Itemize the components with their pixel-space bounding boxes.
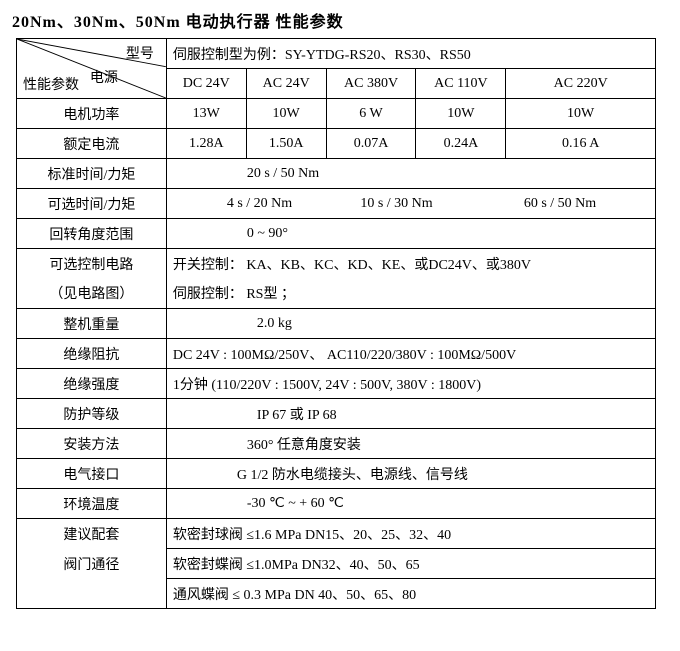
insulation-strength-value: 1分钟 (110/220V : 1500V, 24V : 500V, 380V … xyxy=(166,369,655,399)
row-install: 安装方法 360° 任意角度安装 xyxy=(17,429,656,459)
control-circuit-line2: 伺服控制： RS型 ； xyxy=(166,279,655,309)
row-valve-1: 建议配套 软密封球阀 ≤1.6 MPa DN15、20、25、32、40 xyxy=(17,519,656,549)
motor-power-1: 10W xyxy=(246,99,326,129)
opt-tt-2: 60 s / 50 Nm xyxy=(524,196,596,212)
rated-current-3: 0.24A xyxy=(416,129,506,159)
opt-tt-1: 10 s / 30 Nm xyxy=(360,196,520,212)
row-motor-power: 电机功率 13W 10W 6 W 10W 10W xyxy=(17,99,656,129)
col-dc24v: DC 24V xyxy=(166,69,246,99)
page-title: 20Nm、30Nm、50Nm 电动执行器 性能参数 xyxy=(12,8,668,32)
valve-line2: 软密封蝶阀 ≤1.0MPa DN32、40、50、65 xyxy=(166,549,655,579)
row-protection: 防护等级 IP 67 或 IP 68 xyxy=(17,399,656,429)
row-electrical-interface: 电气接口 G 1/2 防水电缆接头、电源线、信号线 xyxy=(17,459,656,489)
env-temp-value: -30 ℃ ~ + 60 ℃ xyxy=(166,489,655,519)
label-std-time-torque: 标准时间/力矩 xyxy=(17,159,167,189)
diag-label-bottom: 性能参数 xyxy=(23,74,79,94)
rated-current-4: 0.16 A xyxy=(506,129,656,159)
motor-power-4: 10W xyxy=(506,99,656,129)
rated-current-1: 1.50A xyxy=(246,129,326,159)
label-control-circuit-1: 可选控制电路 xyxy=(17,249,167,279)
row-opt-time-torque: 可选时间/力矩 4 s / 20 Nm 10 s / 30 Nm 60 s / … xyxy=(17,189,656,219)
row-control-circuit-1: 可选控制电路 开关控制： KA、KB、KC、KD、KE、或DC24V、或380V xyxy=(17,249,656,279)
row-control-circuit-2: （见电路图） 伺服控制： RS型 ； xyxy=(17,279,656,309)
diag-label-top: 型号 xyxy=(126,43,154,63)
label-valve-1: 建议配套 xyxy=(17,519,167,549)
diag-label-mid: 电源 xyxy=(90,67,118,87)
control-circuit-line1: 开关控制： KA、KB、KC、KD、KE、或DC24V、或380V xyxy=(166,249,655,279)
diagonal-header-cell: 型号 电源 性能参数 xyxy=(17,39,167,99)
row-valve-2: 阀门通径 软密封蝶阀 ≤1.0MPa DN32、40、50、65 xyxy=(17,549,656,579)
col-ac24v: AC 24V xyxy=(246,69,326,99)
label-electrical-interface: 电气接口 xyxy=(17,459,167,489)
install-value: 360° 任意角度安装 xyxy=(166,429,655,459)
label-valve-blank xyxy=(17,579,167,609)
rotation-range-value: 0 ~ 90° xyxy=(166,219,655,249)
electrical-interface-value: G 1/2 防水电缆接头、电源线、信号线 xyxy=(166,459,655,489)
insulation-resistance-value: DC 24V : 100MΩ/250V、 AC110/220/380V : 10… xyxy=(166,339,655,369)
label-weight: 整机重量 xyxy=(17,309,167,339)
protection-value: IP 67 或 IP 68 xyxy=(166,399,655,429)
label-rotation-range: 回转角度范围 xyxy=(17,219,167,249)
row-rotation-range: 回转角度范围 0 ~ 90° xyxy=(17,219,656,249)
opt-tt-0: 4 s / 20 Nm xyxy=(227,196,357,212)
label-install: 安装方法 xyxy=(17,429,167,459)
label-insulation-resistance: 绝缘阻抗 xyxy=(17,339,167,369)
row-insulation-strength: 绝缘强度 1分钟 (110/220V : 1500V, 24V : 500V, … xyxy=(17,369,656,399)
col-ac380v: AC 380V xyxy=(326,69,416,99)
label-motor-power: 电机功率 xyxy=(17,99,167,129)
weight-value: 2.0 kg xyxy=(166,309,655,339)
row-valve-3: 通风蝶阀 ≤ 0.3 MPa DN 40、50、65、80 xyxy=(17,579,656,609)
col-ac110v: AC 110V xyxy=(416,69,506,99)
label-insulation-strength: 绝缘强度 xyxy=(17,369,167,399)
motor-power-0: 13W xyxy=(166,99,246,129)
label-opt-time-torque: 可选时间/力矩 xyxy=(17,189,167,219)
motor-power-3: 10W xyxy=(416,99,506,129)
example-model-cell: 伺服控制型为例：SY-YTDG-RS20、RS30、RS50 xyxy=(166,39,655,69)
label-rated-current: 额定电流 xyxy=(17,129,167,159)
row-std-time-torque: 标准时间/力矩 20 s / 50 Nm xyxy=(17,159,656,189)
rated-current-0: 1.28A xyxy=(166,129,246,159)
spec-table: 型号 电源 性能参数 伺服控制型为例：SY-YTDG-RS20、RS30、RS5… xyxy=(16,38,656,609)
rated-current-2: 0.07A xyxy=(326,129,416,159)
motor-power-2: 6 W xyxy=(326,99,416,129)
header-row-1: 型号 电源 性能参数 伺服控制型为例：SY-YTDG-RS20、RS30、RS5… xyxy=(17,39,656,69)
row-env-temp: 环境温度 -30 ℃ ~ + 60 ℃ xyxy=(17,489,656,519)
label-valve-2: 阀门通径 xyxy=(17,549,167,579)
opt-time-torque-value: 4 s / 20 Nm 10 s / 30 Nm 60 s / 50 Nm xyxy=(166,189,655,219)
label-control-circuit-2: （见电路图） xyxy=(17,279,167,309)
valve-line1: 软密封球阀 ≤1.6 MPa DN15、20、25、32、40 xyxy=(166,519,655,549)
row-weight: 整机重量 2.0 kg xyxy=(17,309,656,339)
col-ac220v: AC 220V xyxy=(506,69,656,99)
label-env-temp: 环境温度 xyxy=(17,489,167,519)
row-rated-current: 额定电流 1.28A 1.50A 0.07A 0.24A 0.16 A xyxy=(17,129,656,159)
row-insulation-resistance: 绝缘阻抗 DC 24V : 100MΩ/250V、 AC110/220/380V… xyxy=(17,339,656,369)
label-protection: 防护等级 xyxy=(17,399,167,429)
valve-line3: 通风蝶阀 ≤ 0.3 MPa DN 40、50、65、80 xyxy=(166,579,655,609)
std-time-torque-value: 20 s / 50 Nm xyxy=(166,159,655,189)
